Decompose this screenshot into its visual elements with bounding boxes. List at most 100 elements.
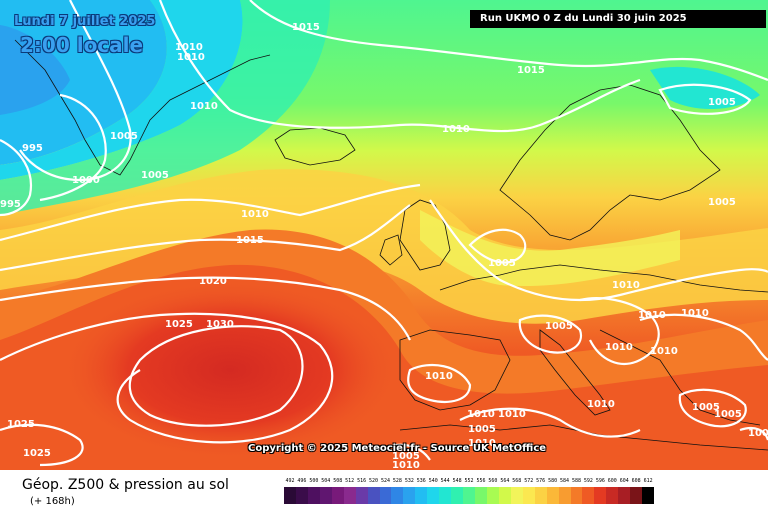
legend-swatch [355,487,368,504]
legend-value: 588 [571,478,581,484]
isobar-label: 1005 [110,131,138,142]
isobar-1010-med [459,407,641,438]
isobar-label: 1010 [190,101,218,112]
legend-value: 516 [357,478,367,484]
isobar-label: 1005 [545,321,573,332]
legend-value: 492 [285,478,295,484]
legend-value: 520 [369,478,379,484]
legend-swatch [415,487,428,504]
isobar-label: 1010 [177,52,205,63]
isobar-labels: 1015 1010 1010 1010 1015 1005 995 1005 1… [0,22,768,470]
legend-value: 608 [631,478,641,484]
isobar-label: 1010 [650,346,678,357]
isobar-label: 1005 [141,170,169,181]
isobar-label: 1000 [748,428,768,439]
legend-swatch [284,487,296,504]
isobar-label: 1010 [605,342,633,353]
coastlines [14,39,768,451]
isobar-label: 1010 [587,399,615,410]
legend-swatch [606,487,619,504]
isobar-label: 1010 [498,409,526,420]
isobar-1010-europe [429,199,768,302]
isobar-label: 1000 [72,175,100,186]
isobar-label: 995 [0,199,21,210]
isobar-label: 1005 [692,402,720,413]
legend-swatch [522,487,535,504]
scandinavia-coast [499,84,721,241]
legend-value: 544 [440,478,450,484]
isobars [0,0,768,465]
legend-value: 612 [643,478,653,484]
isobar-1005-greenland [19,0,132,182]
isobar-1010-balkans [639,313,768,361]
isobar-label: 1005 [468,424,496,435]
isobar-label: 1010 [468,438,496,449]
legend-swatch [510,487,523,504]
isobar-1010-atlantic [0,183,421,242]
isobar-label: 1015 [292,22,320,33]
legend-swatch [486,487,499,504]
legend-value: 540 [428,478,438,484]
iberia-coast [399,329,511,411]
north-africa-coast [399,424,768,451]
legend-value: 584 [560,478,570,484]
britain-coast [399,199,451,271]
isobar-label: 1010 [612,280,640,291]
legend-swatch [463,487,475,504]
cold-trough-blue [0,0,167,165]
isobar-1010-iberia [407,363,472,403]
legend-swatch [391,487,404,504]
legend-value: 524 [380,478,390,484]
isobar-1010-south-iberia [379,443,431,461]
isobar-1005-scandinavia-low [658,83,752,115]
isobar-label: 1010 [392,460,420,470]
legend-value: 576 [536,478,546,484]
isobar-label: 1015 [517,65,545,76]
legend-swatch [379,487,392,504]
iceland-coast [274,127,356,166]
isobar-1020-atlantic [0,276,411,341]
greenland-coast [14,39,271,176]
legend-value: 592 [583,478,593,484]
legend-value: 564 [500,478,510,484]
legend-swatch [534,487,547,504]
cold-trough-teal [0,0,330,215]
isobar-label: 1010 [442,124,470,135]
isobar-1000-greenland [39,93,107,202]
legend-swatch [498,487,511,504]
isobar-label: 1005 [488,258,516,269]
legend-value: 552 [464,478,474,484]
isobar-1010-italy [579,297,660,365]
legend-swatch [367,487,380,504]
legend-value: 600 [607,478,617,484]
isobar-1025-atlantic [0,312,334,444]
legend-swatch [403,487,416,504]
legend-value: 568 [512,478,522,484]
forecast-lead-time: (+ 168h) [30,496,75,507]
ridge-light-yellow [420,210,680,286]
isobar-label: 1010 [681,308,709,319]
isobar-label: 1005 [714,409,742,420]
isobar-label: 1010 [467,409,495,420]
isobar-label: 1015 [236,235,264,246]
legend-labels: 492 496 500 504 508 512 516 520 524 528 532 536 540 5… [284,478,654,484]
isobar-label: 1005 [708,97,736,108]
isobar-label: 1005 [708,197,736,208]
legend-swatch [582,487,595,504]
legend-value: 580 [548,478,558,484]
legend-value: 532 [404,478,414,484]
isobar-label: 1010 [175,42,203,53]
legend-swatch [475,487,487,504]
legend-swatch [594,487,607,504]
isobar-label: 1025 [23,448,51,459]
forecast-time: 2:00 locale [20,33,144,57]
legend-swatch [630,487,643,504]
copyright-notice: Copyright © 2025 Meteociel.fr - Source U… [248,443,547,454]
blue-core-top-left [0,25,70,115]
italy-coast [539,329,611,416]
legend-swatch [618,487,631,504]
balkans-coast [599,329,761,426]
forecast-date: Lundi 7 juillet 2025 [14,14,156,29]
run-info-banner: Run UKMO 0 Z du Lundi 30 juin 2025 [470,10,766,28]
legend-swatch [451,487,464,504]
